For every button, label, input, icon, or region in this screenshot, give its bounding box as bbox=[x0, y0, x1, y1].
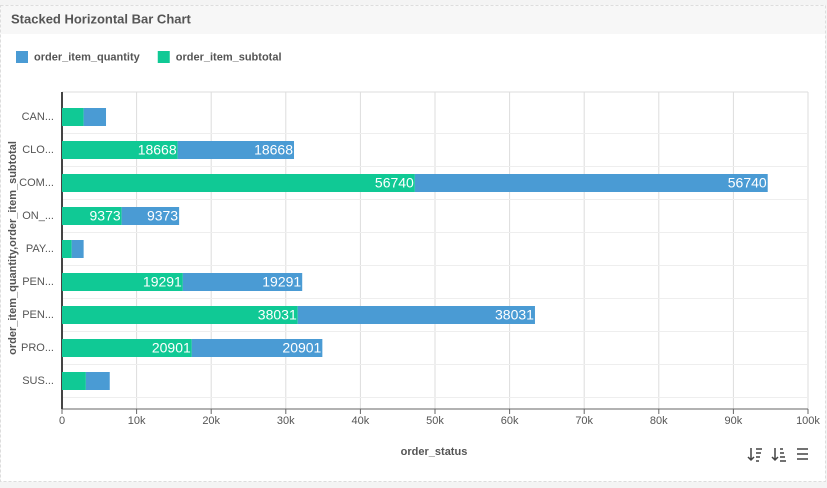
legend-label: order_item_subtotal bbox=[176, 51, 282, 63]
data-label: 18668 bbox=[138, 142, 177, 158]
x-tick-label: 60k bbox=[501, 415, 519, 427]
bar-segment bbox=[62, 240, 72, 258]
y-tick-label: SUS... bbox=[22, 375, 54, 387]
y-tick-label: COM... bbox=[19, 177, 54, 189]
x-tick-label: 90k bbox=[725, 415, 743, 427]
sort-descending-button[interactable] bbox=[771, 448, 786, 462]
bar-segment bbox=[71, 240, 84, 258]
bar-segment bbox=[191, 339, 323, 357]
bar-segment bbox=[62, 339, 192, 357]
y-axis-title: order_item_quantity,order_item_subtotal bbox=[7, 141, 19, 355]
x-tick-label: 0 bbox=[59, 415, 65, 427]
x-tick-label: 50k bbox=[426, 415, 444, 427]
bar-segment bbox=[414, 174, 768, 192]
bar-segment bbox=[83, 108, 107, 126]
x-tick-label: 100k bbox=[796, 415, 820, 427]
bar-segment bbox=[62, 141, 178, 159]
y-tick-label: PAY... bbox=[26, 243, 54, 255]
data-label: 38031 bbox=[258, 307, 297, 323]
bar-segment bbox=[62, 273, 183, 291]
data-label: 18668 bbox=[254, 142, 293, 158]
data-label: 19291 bbox=[143, 274, 182, 290]
y-tick-label: PRO... bbox=[21, 342, 54, 354]
y-tick-label: PEN... bbox=[22, 309, 54, 321]
bar-segment bbox=[182, 273, 303, 291]
bar-segment bbox=[62, 306, 298, 324]
bar-segment bbox=[62, 207, 122, 225]
data-label: 56740 bbox=[375, 175, 414, 191]
bar-segment bbox=[62, 174, 415, 192]
y-tick-label: PEN... bbox=[22, 276, 54, 288]
y-tick-label: ON_... bbox=[22, 210, 54, 222]
legend-swatch bbox=[16, 51, 28, 63]
x-tick-label: 40k bbox=[352, 415, 370, 427]
x-tick-label: 70k bbox=[575, 415, 593, 427]
legend-label: order_item_quantity bbox=[34, 51, 141, 63]
data-label: 20901 bbox=[282, 340, 321, 356]
sort-ascending-button[interactable] bbox=[747, 448, 762, 462]
data-label: 9373 bbox=[147, 208, 178, 224]
data-label: 19291 bbox=[262, 274, 301, 290]
toolbar bbox=[747, 448, 808, 462]
bar-segment bbox=[177, 141, 295, 159]
x-tick-label: 80k bbox=[650, 415, 668, 427]
legend-swatch bbox=[157, 51, 170, 63]
x-axis-title: order_status bbox=[401, 446, 468, 458]
y-tick-label: CLO... bbox=[22, 144, 54, 156]
x-tick-label: 20k bbox=[202, 415, 220, 427]
data-label: 56740 bbox=[728, 175, 767, 191]
card bbox=[0, 5, 826, 482]
x-tick-label: 10k bbox=[128, 415, 146, 427]
chart-title: Stacked Horizontal Bar Chart bbox=[11, 11, 192, 26]
data-label: 9373 bbox=[90, 208, 121, 224]
bar-segment bbox=[121, 207, 180, 225]
bar-segment bbox=[62, 108, 84, 126]
bar-segment bbox=[85, 372, 110, 390]
menu-button[interactable] bbox=[797, 448, 808, 460]
bar-segment bbox=[62, 372, 86, 390]
x-tick-label: 30k bbox=[277, 415, 295, 427]
bar-segment bbox=[297, 306, 535, 324]
data-label: 38031 bbox=[495, 307, 534, 323]
data-label: 20901 bbox=[152, 340, 191, 356]
y-tick-label: CAN... bbox=[22, 111, 54, 123]
card-header bbox=[1, 6, 825, 34]
